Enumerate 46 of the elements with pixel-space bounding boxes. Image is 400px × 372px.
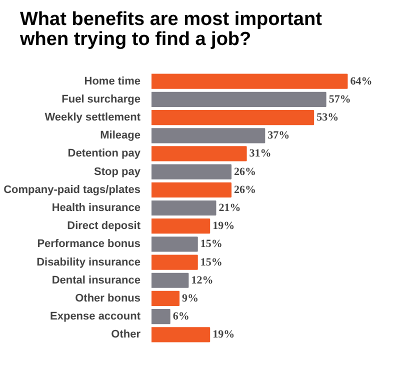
bar [152, 218, 210, 234]
bar [152, 308, 170, 324]
y-tick-label: Detention pay [68, 148, 142, 160]
data-label: 31% [249, 148, 272, 160]
y-tick-label: Dental insurance [52, 274, 140, 286]
y-tick-label: Expense account [50, 310, 141, 323]
data-label: 37% [268, 130, 290, 142]
data-label: 21% [218, 202, 241, 214]
bar [152, 290, 180, 306]
y-tick-label: Mileage [100, 130, 141, 142]
y-tick-label: Disability insurance [36, 256, 141, 268]
data-label: 64% [350, 75, 372, 88]
bar [152, 200, 216, 216]
bar [152, 146, 247, 162]
y-tick-label: Fuel surcharge [62, 93, 140, 106]
data-label: 12% [191, 274, 214, 286]
bar [152, 92, 326, 108]
bar [152, 182, 232, 198]
y-tick-label: Company-paid tags/plates [4, 184, 141, 196]
y-tick-label: Stop pay [94, 166, 142, 178]
data-label: 6% [172, 310, 190, 323]
data-label: 19% [212, 220, 235, 232]
bar [152, 110, 314, 126]
data-label: 19% [212, 328, 235, 341]
chart-title: What benefits are most important when trying to find a job? [20, 9, 322, 50]
data-label: 57% [328, 93, 351, 106]
data-label: 53% [316, 112, 339, 124]
y-tick-label: Weekly settlement [44, 112, 141, 124]
data-label: 15% [200, 256, 222, 268]
bar [152, 236, 198, 252]
y-tick-label: Home time [84, 75, 141, 88]
bar [152, 74, 348, 89]
data-label: 15% [200, 238, 222, 250]
bar [152, 272, 189, 288]
y-tick-label: Health insurance [52, 202, 140, 214]
data-label: 26% [234, 166, 256, 178]
bar [152, 164, 232, 180]
data-label: 26% [234, 184, 256, 196]
y-tick-label: Other bonus [75, 292, 141, 304]
bar [152, 128, 266, 144]
bar [152, 327, 210, 342]
bar [152, 254, 198, 270]
y-tick-label: Other [111, 328, 142, 341]
data-label: 9% [182, 292, 199, 304]
y-tick-label: Direct deposit [67, 220, 141, 232]
y-tick-label: Performance bonus [37, 238, 141, 250]
